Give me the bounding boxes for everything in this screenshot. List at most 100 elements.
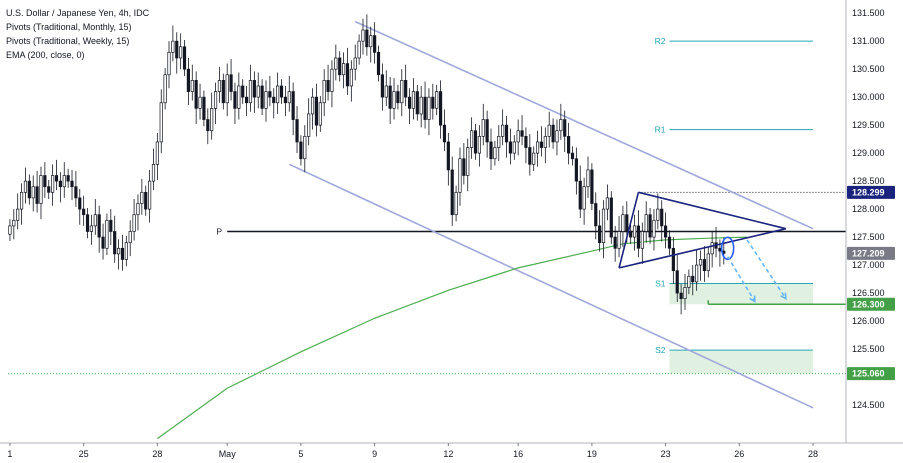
candle-body xyxy=(508,141,513,154)
price-tick-label: 126.000 xyxy=(852,316,885,326)
legend-ema[interactable]: EMA (200, close, 0) xyxy=(6,50,85,60)
candle-body xyxy=(551,124,555,143)
time-axis[interactable]: 1 25 28 May 5 9 12 16 19 23 26 28 xyxy=(0,442,903,459)
candle xyxy=(679,284,683,315)
candle-body xyxy=(97,214,101,238)
candle-body xyxy=(186,68,190,92)
candle-body xyxy=(334,57,338,70)
candle xyxy=(128,220,132,257)
candle-body xyxy=(400,80,404,104)
time-tick-label: 23 xyxy=(661,449,671,459)
price-axis[interactable]: 131.500 131.000 130.500 130.000 129.500 129.0… xyxy=(845,0,903,463)
candle xyxy=(567,122,571,165)
candle xyxy=(186,57,190,105)
candle-body xyxy=(322,80,326,104)
time-tick-label: 5 xyxy=(298,449,303,459)
price-axis-bg xyxy=(846,0,903,463)
candle xyxy=(442,109,447,151)
candle xyxy=(504,116,509,158)
candle xyxy=(213,82,218,125)
candle xyxy=(621,205,625,248)
candle xyxy=(388,77,392,125)
candle-body xyxy=(636,225,641,249)
candle-body xyxy=(601,208,606,244)
candle-body xyxy=(679,292,683,300)
candle-body xyxy=(345,63,350,87)
candle xyxy=(334,44,338,81)
candle-body xyxy=(54,175,59,182)
legend-weekly-pivots[interactable]: Pivots (Traditional, Weekly, 15) xyxy=(6,36,130,46)
candle-body xyxy=(101,236,105,249)
legend-monthly-pivots[interactable]: Pivots (Traditional, Monthly, 15) xyxy=(6,22,132,32)
candle xyxy=(664,212,668,249)
candle-body xyxy=(70,180,74,188)
candle-body xyxy=(671,247,675,272)
price-badge: 126.300 xyxy=(847,297,895,311)
legend-symbol[interactable]: U.S. Dollar / Japanese Yen, 4h, IDC xyxy=(6,8,150,18)
candle-body xyxy=(225,74,229,104)
candle-body xyxy=(78,197,82,210)
annotations-layer xyxy=(618,191,787,303)
candle xyxy=(516,119,520,156)
candle-body xyxy=(151,163,156,182)
price-badge-label: 126.300 xyxy=(852,299,885,309)
candle xyxy=(132,199,136,241)
time-tick-label: 1 xyxy=(7,449,12,459)
candle-body xyxy=(512,141,516,154)
candle-body xyxy=(283,96,287,104)
candle-body xyxy=(16,208,20,221)
candle xyxy=(233,82,237,125)
projection-arrow-head xyxy=(749,295,756,303)
weekly-pivot-label-s2: S2 xyxy=(655,345,666,355)
candle-body xyxy=(458,158,462,193)
candle xyxy=(629,224,633,244)
candle xyxy=(481,103,485,146)
candle xyxy=(314,83,319,137)
candle xyxy=(365,14,369,56)
candle xyxy=(524,127,528,164)
candle xyxy=(695,249,699,291)
candle xyxy=(435,84,439,116)
candle xyxy=(241,79,245,104)
candle xyxy=(613,225,617,262)
candle xyxy=(19,183,24,225)
candle xyxy=(384,70,388,107)
candle-body xyxy=(190,80,194,92)
candle xyxy=(105,213,109,256)
candle xyxy=(54,159,59,191)
candle-body xyxy=(667,236,672,249)
projection-arrow-line xyxy=(726,256,756,302)
candle-body xyxy=(497,135,501,148)
candle xyxy=(671,237,675,285)
candle-body xyxy=(516,130,520,143)
price-tick-label: 129.000 xyxy=(852,148,885,158)
candle xyxy=(287,75,291,112)
candle xyxy=(295,106,299,154)
candle xyxy=(423,81,427,129)
candle xyxy=(473,124,478,160)
candle-body xyxy=(318,102,322,126)
candle-body xyxy=(605,197,609,210)
candle xyxy=(543,127,547,164)
candle xyxy=(477,125,481,167)
candle xyxy=(51,164,55,206)
candle-body xyxy=(407,96,412,109)
candle xyxy=(47,179,51,200)
candle xyxy=(307,98,311,146)
candle xyxy=(508,128,513,165)
channel-upper-line xyxy=(354,20,814,230)
ema-200-line xyxy=(157,236,748,440)
candle xyxy=(78,188,82,225)
candle xyxy=(221,73,225,110)
price-badge-label: 128.299 xyxy=(852,187,885,197)
candle xyxy=(466,138,470,192)
candle xyxy=(458,147,462,206)
candle-body xyxy=(481,119,485,137)
candle xyxy=(349,60,353,102)
candle xyxy=(136,194,140,231)
candle xyxy=(357,34,361,65)
candle xyxy=(179,33,183,70)
candle xyxy=(229,59,233,101)
candle-body xyxy=(268,91,272,98)
